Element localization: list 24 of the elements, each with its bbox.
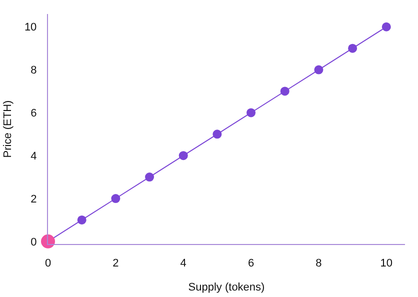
- x-tick-label: 6: [248, 257, 254, 270]
- point: [212, 130, 222, 139]
- point: [145, 172, 154, 182]
- x-tick-label: 4: [180, 257, 186, 270]
- y-tick-label: 6: [30, 108, 37, 120]
- x-axis-title: Supply (tokens): [188, 282, 265, 294]
- y-tick-label: 4: [30, 150, 37, 162]
- y-axis-title: Price (ETH): [2, 100, 14, 158]
- y-tick-label: 8: [30, 64, 37, 77]
- point: [382, 22, 391, 32]
- x-tick-label: 0: [44, 257, 52, 270]
- point: [111, 194, 120, 204]
- y-tick-label: 0: [30, 236, 37, 248]
- point: [280, 86, 290, 96]
- point: [314, 65, 324, 74]
- point: [348, 44, 358, 53]
- point: [246, 108, 256, 118]
- y-tick-label: 10: [24, 22, 37, 34]
- y-tick-label: 2: [30, 193, 37, 206]
- point: [178, 151, 188, 160]
- x-tick-label: 2: [112, 257, 119, 270]
- x-tick-label: 8: [316, 257, 322, 270]
- point: [77, 215, 86, 224]
- x-tick-label: 10: [380, 257, 393, 270]
